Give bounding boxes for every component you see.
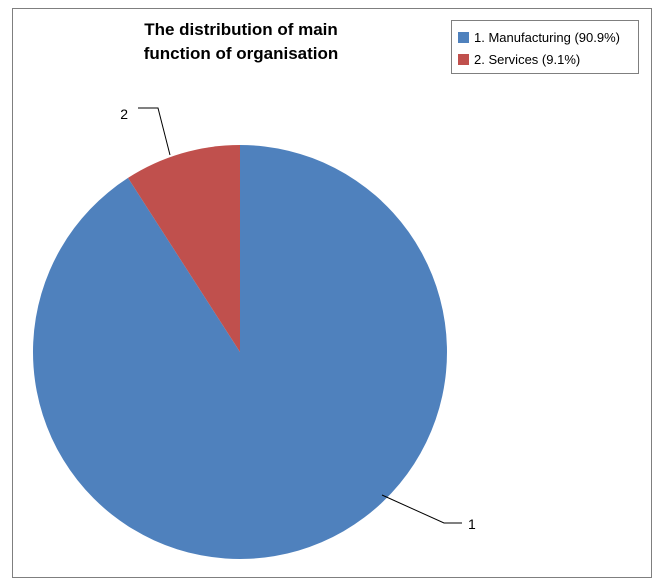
legend-swatch-manufacturing <box>458 31 469 43</box>
chart-title-line-2: function of organisation <box>143 44 339 63</box>
chart-title: The distribution of main function of org… <box>108 18 374 66</box>
chart-legend: 1. Manufacturing (90.9%) 2. Services (9.… <box>451 20 639 74</box>
chart-title-line-1: The distribution of main <box>144 20 338 39</box>
leader-lines <box>138 107 462 524</box>
slice-labels: 12 <box>120 106 476 532</box>
legend-item-manufacturing: 1. Manufacturing (90.9%) <box>458 26 638 48</box>
leader-line-1 <box>381 494 462 524</box>
leader-line-2 <box>138 107 171 156</box>
pie-slices <box>32 145 447 559</box>
pie-slice-2 <box>127 145 240 352</box>
legend-label-manufacturing: 1. Manufacturing (90.9%) <box>474 29 620 45</box>
slice-label-1: 1 <box>468 516 476 532</box>
legend-item-services: 2. Services (9.1%) <box>458 48 638 70</box>
pie-slice-1 <box>32 145 447 559</box>
legend-swatch-services <box>458 53 469 65</box>
slice-label-2: 2 <box>120 106 128 122</box>
legend-label-services: 2. Services (9.1%) <box>474 51 581 67</box>
pie-chart: 12 <box>32 106 476 559</box>
